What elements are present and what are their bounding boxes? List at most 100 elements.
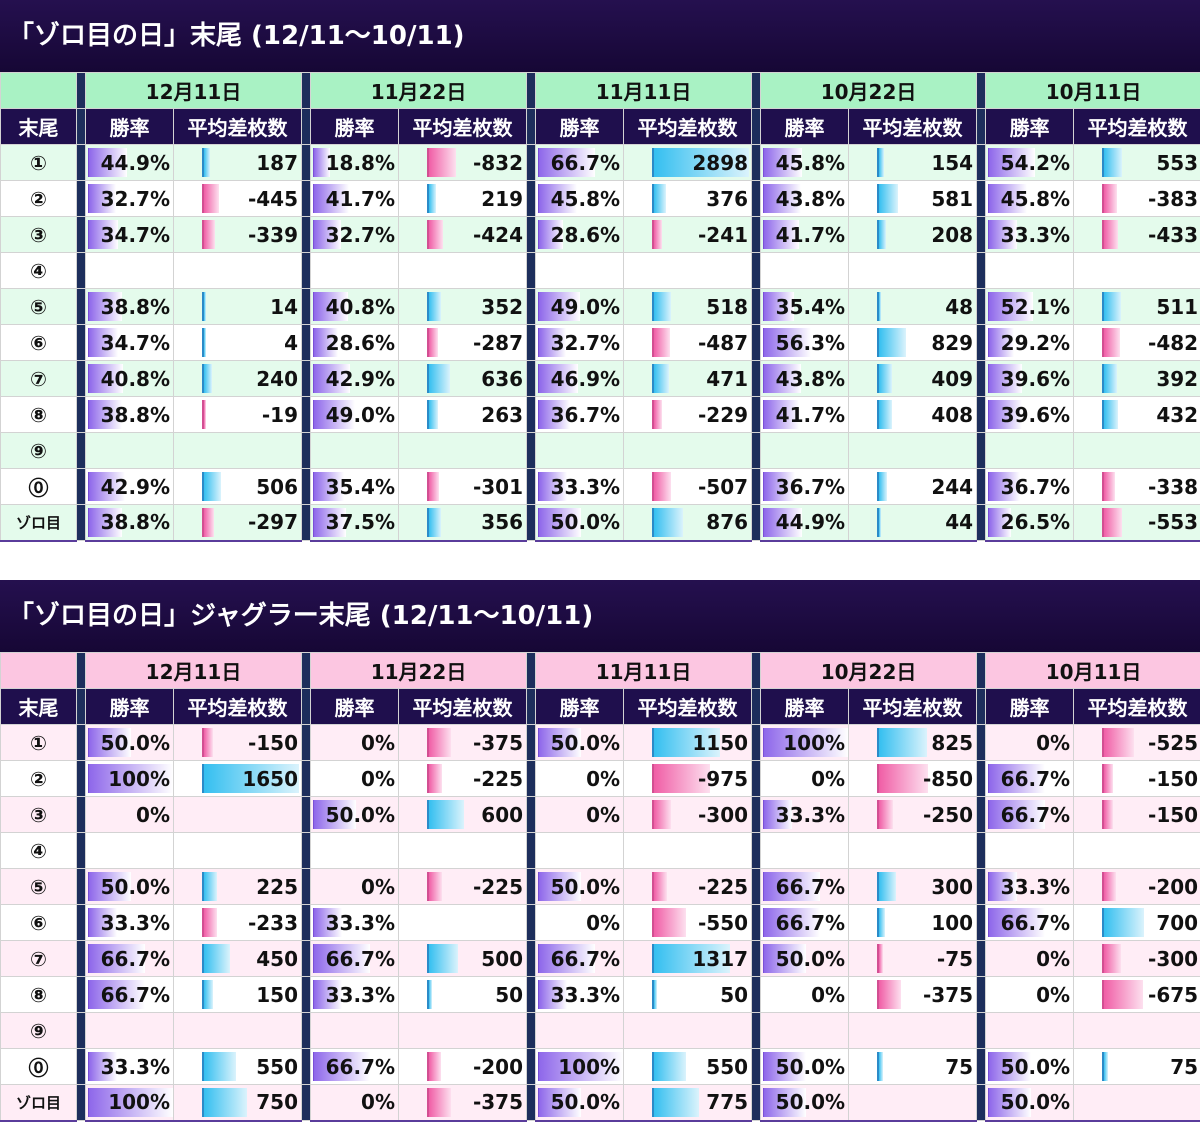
column-separator [301, 1012, 312, 1049]
win-rate-value [395, 439, 398, 463]
win-rate-value: 66.7% [550, 946, 621, 971]
win-rate-value: 0% [811, 982, 846, 1007]
avg-diff-cell: 75 [848, 1048, 978, 1085]
positive-diff-bar [877, 1052, 884, 1081]
win-rate-cell: 40.8% [85, 360, 174, 397]
avg-diff-value [298, 439, 301, 463]
avg-diff-cell: -150 [172, 724, 303, 761]
win-rate-value: 50.0% [775, 946, 846, 971]
column-separator [526, 504, 537, 541]
column-separator [751, 688, 762, 725]
positive-diff-bar [202, 1088, 247, 1117]
win-rate-bar [538, 364, 579, 393]
win-rate-value: 29.2% [1000, 330, 1071, 355]
win-rate-value: 66.7% [550, 150, 621, 175]
win-rate-cell [760, 252, 850, 289]
avg-diff-cell: -75 [848, 940, 978, 977]
avg-diff-value: -339 [247, 222, 299, 247]
win-rate-value [845, 259, 848, 283]
win-rate-cell [85, 832, 174, 869]
avg-diff-cell: -507 [623, 468, 753, 505]
avg-diff-cell: -339 [172, 216, 303, 253]
positive-diff-bar [877, 292, 882, 321]
avg-diff-header: 平均差枚数 [623, 108, 753, 145]
avg-diff-cell [172, 832, 303, 869]
win-rate-bar [88, 364, 123, 393]
column-separator [301, 688, 312, 725]
positive-diff-bar [202, 944, 230, 973]
avg-diff-cell: 50 [398, 976, 528, 1013]
avg-diff-cell: -375 [398, 1084, 528, 1122]
win-rate-cell: 34.7% [85, 324, 174, 361]
avg-diff-cell: -375 [848, 976, 978, 1013]
column-separator [76, 652, 86, 689]
win-rate-value: 37.5% [325, 510, 396, 535]
win-rate-value: 44.9% [775, 510, 846, 535]
column-separator [526, 832, 537, 869]
negative-diff-bar [427, 1088, 452, 1117]
win-rate-header: 勝率 [760, 108, 850, 145]
win-rate-value: 0% [361, 730, 396, 755]
table-row: ゾロ目 100% 750 0% -375 50.0% 775 50.0% 50.0% [0, 1084, 1200, 1122]
win-rate-value: 54.2% [1000, 150, 1071, 175]
win-rate-bar [313, 472, 345, 501]
negative-diff-bar [1102, 944, 1122, 973]
avg-diff-cell: 75 [1073, 1048, 1200, 1085]
avg-diff-cell: -241 [623, 216, 753, 253]
date-header: 11月22日 [310, 652, 528, 689]
column-separator [301, 180, 312, 217]
column-separator [526, 724, 537, 761]
avg-diff-cell: -832 [398, 144, 528, 181]
avg-diff-value: 50 [495, 982, 524, 1007]
tail-digit-label: ゾロ目 [0, 1084, 77, 1122]
avg-diff-value: 829 [931, 330, 974, 355]
column-separator [301, 832, 312, 869]
win-rate-cell: 50.0% [985, 1048, 1075, 1085]
avg-diff-value: 75 [945, 1054, 974, 1079]
tail-digit-label: ② [0, 760, 77, 797]
avg-diff-cell [172, 1012, 303, 1049]
win-rate-value: 33.3% [325, 910, 396, 935]
avg-diff-cell [1073, 1084, 1200, 1122]
win-rate-cell: 50.0% [760, 940, 850, 977]
negative-diff-bar [1102, 764, 1114, 793]
table-row: ④ [0, 832, 1200, 869]
win-rate-value: 66.7% [325, 946, 396, 971]
avg-diff-value: -225 [472, 766, 524, 791]
win-rate-bar [88, 148, 127, 177]
avg-diff-value: 408 [931, 402, 974, 427]
win-rate-value: 39.6% [1000, 366, 1071, 391]
column-separator [976, 468, 987, 505]
column-separator [301, 504, 312, 541]
avg-diff-value: 750 [256, 1090, 299, 1115]
column-separator [301, 904, 312, 941]
tail-digit-table: 12月11日 11月22日 11月11日 10月22日 10月11日 末尾 勝率 平均差枚数勝… [0, 72, 1200, 542]
column-separator [76, 724, 86, 761]
win-rate-bar [538, 944, 596, 973]
avg-diff-value: 44 [945, 510, 974, 535]
win-rate-cell: 33.3% [85, 1048, 174, 1085]
win-rate-bar [763, 472, 796, 501]
avg-diff-cell [623, 832, 753, 869]
win-rate-cell: 66.7% [535, 144, 625, 181]
win-rate-value: 0% [586, 802, 621, 827]
avg-diff-value: 50 [720, 982, 749, 1007]
win-rate-bar [313, 400, 356, 429]
column-separator [301, 288, 312, 325]
win-rate-value: 49.0% [325, 402, 396, 427]
win-rate-bar [313, 292, 349, 321]
win-rate-bar [988, 1052, 1032, 1081]
win-rate-cell: 43.8% [760, 360, 850, 397]
avg-diff-cell: 750 [172, 1084, 303, 1122]
win-rate-bar [988, 364, 1023, 393]
column-separator [76, 396, 86, 433]
win-rate-bar [88, 764, 173, 793]
win-rate-bar [313, 980, 343, 1009]
positive-diff-bar [877, 148, 885, 177]
table-row: ⑥ 34.7% 4 28.6% -287 32.7% -487 56.3% 829 29.2% -4… [0, 324, 1200, 361]
avg-diff-cell [398, 904, 528, 941]
win-rate-cell: 34.7% [85, 216, 174, 253]
column-separator [76, 1048, 86, 1085]
positive-diff-bar [202, 764, 299, 793]
column-separator [301, 432, 312, 469]
